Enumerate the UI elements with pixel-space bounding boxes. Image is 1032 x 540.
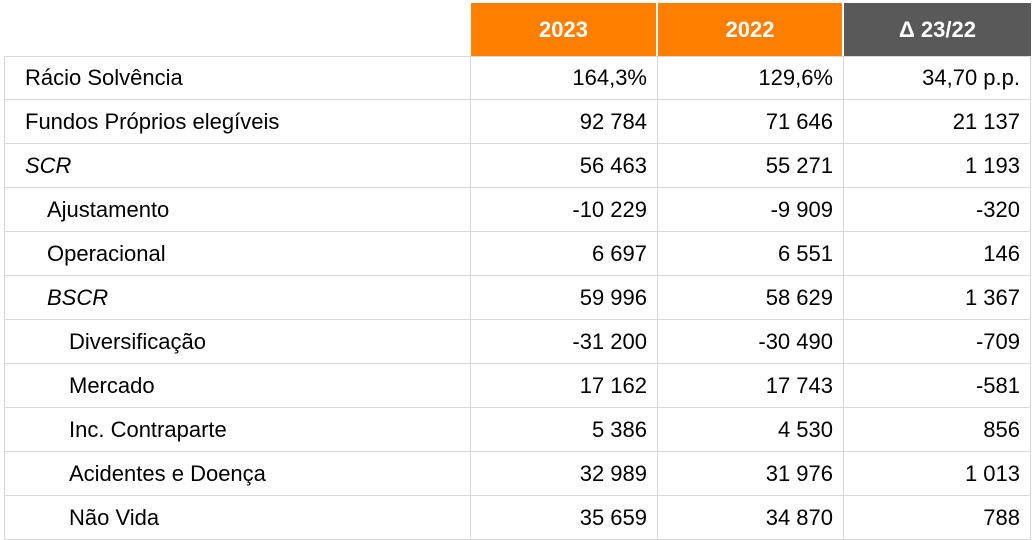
table-row: Inc. Contraparte 5 386 4 530 856 [4, 408, 1031, 452]
value-delta: -320 [844, 188, 1031, 232]
value-2022: -30 490 [658, 320, 844, 364]
value-2022: 6 551 [658, 232, 844, 276]
value-delta: -709 [844, 320, 1031, 364]
table-row: Acidentes e Doença 32 989 31 976 1 013 [4, 452, 1031, 496]
table-header-row: 2023 2022 Δ 23/22 [4, 3, 1031, 56]
value-2022: 31 976 [658, 452, 844, 496]
table-body: Rácio Solvência 164,3% 129,6% 34,70 p.p. Fun… [4, 56, 1031, 540]
value-2022: 4 530 [658, 408, 844, 452]
value-delta: 21 137 [844, 100, 1031, 144]
value-delta: 856 [844, 408, 1031, 452]
value-2023: 35 659 [471, 496, 658, 540]
row-label: Rácio Solvência [4, 56, 471, 100]
header-2022: 2022 [658, 3, 844, 56]
row-label: Acidentes e Doença [4, 452, 471, 496]
value-2023: 6 697 [471, 232, 658, 276]
value-2023: 32 989 [471, 452, 658, 496]
table-row: SCR 56 463 55 271 1 193 [4, 144, 1031, 188]
value-delta: 788 [844, 496, 1031, 540]
value-2023: 56 463 [471, 144, 658, 188]
value-2023: -31 200 [471, 320, 658, 364]
value-delta: 1 193 [844, 144, 1031, 188]
table-row: Diversificação -31 200 -30 490 -709 [4, 320, 1031, 364]
header-empty-cell [4, 3, 471, 56]
table-row: Rácio Solvência 164,3% 129,6% 34,70 p.p. [4, 56, 1031, 100]
value-2022: 129,6% [658, 56, 844, 100]
value-2023: 59 996 [471, 276, 658, 320]
value-2023: 164,3% [471, 56, 658, 100]
row-label: BSCR [4, 276, 471, 320]
value-2023: -10 229 [471, 188, 658, 232]
row-label: Ajustamento [4, 188, 471, 232]
table-row: Ajustamento -10 229 -9 909 -320 [4, 188, 1031, 232]
row-label: Fundos Próprios elegíveis [4, 100, 471, 144]
value-2023: 92 784 [471, 100, 658, 144]
table-row: Mercado 17 162 17 743 -581 [4, 364, 1031, 408]
row-label: Diversificação [4, 320, 471, 364]
value-2023: 17 162 [471, 364, 658, 408]
header-delta: Δ 23/22 [844, 3, 1031, 56]
table-row: BSCR 59 996 58 629 1 367 [4, 276, 1031, 320]
value-delta: 1 013 [844, 452, 1031, 496]
value-delta: -581 [844, 364, 1031, 408]
table-row: Não Vida 35 659 34 870 788 [4, 496, 1031, 540]
table-row: Fundos Próprios elegíveis 92 784 71 646 21 … [4, 100, 1031, 144]
value-delta: 1 367 [844, 276, 1031, 320]
row-label: Mercado [4, 364, 471, 408]
value-2022: 55 271 [658, 144, 844, 188]
value-2023: 5 386 [471, 408, 658, 452]
value-2022: 71 646 [658, 100, 844, 144]
row-label: Operacional [4, 232, 471, 276]
value-2022: 17 743 [658, 364, 844, 408]
header-2023: 2023 [471, 3, 658, 56]
table-row: Operacional 6 697 6 551 146 [4, 232, 1031, 276]
value-2022: 58 629 [658, 276, 844, 320]
row-label: Inc. Contraparte [4, 408, 471, 452]
row-label: SCR [4, 144, 471, 188]
value-2022: -9 909 [658, 188, 844, 232]
value-delta: 146 [844, 232, 1031, 276]
row-label: Não Vida [4, 496, 471, 540]
value-2022: 34 870 [658, 496, 844, 540]
value-delta: 34,70 p.p. [844, 56, 1031, 100]
solvency-table: 2023 2022 Δ 23/22 Rácio Solvência 164,3% 1… [4, 3, 1031, 540]
